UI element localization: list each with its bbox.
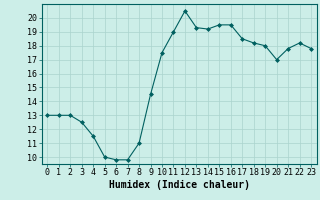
X-axis label: Humidex (Indice chaleur): Humidex (Indice chaleur) xyxy=(109,180,250,190)
